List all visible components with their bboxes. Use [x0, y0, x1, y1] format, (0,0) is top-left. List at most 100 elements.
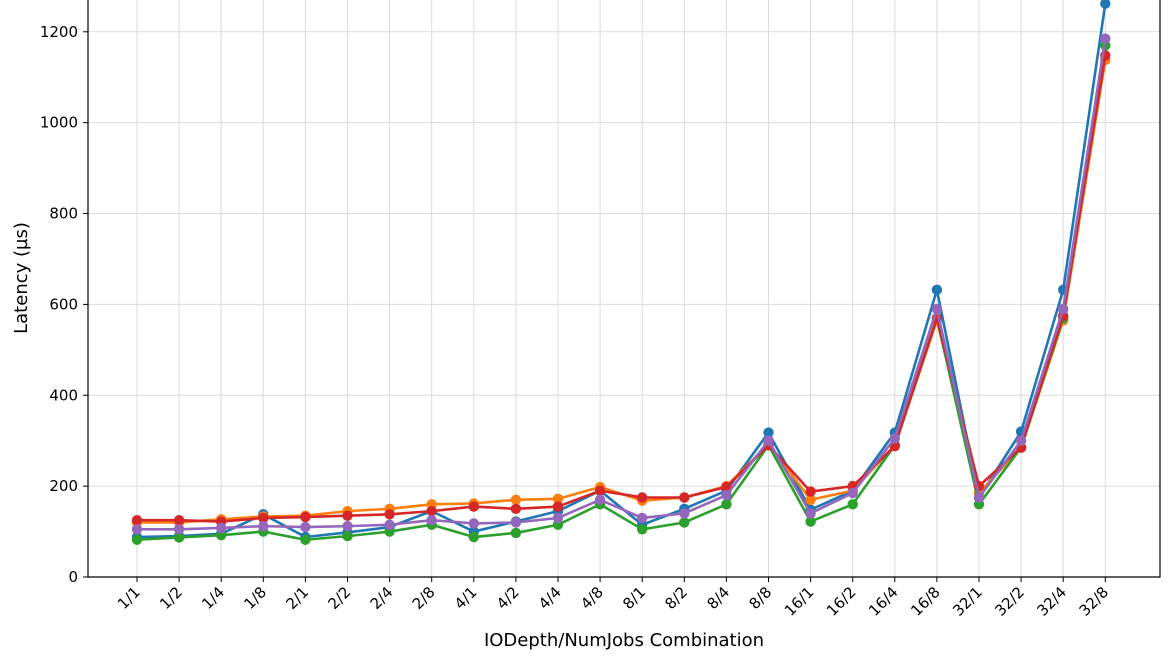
data-point: [216, 522, 227, 534]
data-point: [637, 512, 648, 524]
x-tick-label: 1/1: [114, 583, 144, 613]
x-tick-label: 8/4: [703, 583, 733, 613]
x-tick-label: 32/1: [949, 583, 986, 620]
data-point: [510, 494, 522, 505]
x-tick-label: 8/1: [619, 583, 649, 613]
data-point: [173, 524, 185, 535]
data-point: [763, 427, 774, 438]
data-point: [552, 501, 564, 512]
data-point: [342, 510, 353, 521]
axes: [83, 0, 1161, 582]
x-tick-label: 4/1: [451, 583, 481, 613]
data-point: [468, 518, 479, 529]
data-point: [1100, 33, 1111, 44]
data-point: [637, 492, 648, 503]
data-point: [679, 517, 690, 528]
y-tick-label: 800: [49, 205, 78, 223]
data-point: [468, 501, 479, 512]
data-point: [258, 512, 269, 524]
data-point: [805, 516, 816, 527]
x-tick-label: 2/1: [282, 583, 312, 613]
data-point: [173, 515, 185, 526]
data-point: [173, 532, 185, 543]
data-point: [1058, 303, 1069, 315]
x-tick-label: 32/2: [991, 583, 1028, 620]
series-4: [131, 50, 1111, 527]
x-tick-label: 1/4: [198, 583, 228, 613]
data-point: [594, 485, 606, 496]
series-2: [131, 54, 1111, 528]
x-tick-label: 4/2: [493, 583, 523, 613]
data-point: [721, 490, 732, 501]
data-point: [384, 509, 395, 520]
x-axis-title: IODepth/NumJobs Combination: [484, 630, 764, 651]
data-point: [805, 508, 816, 519]
data-point: [721, 499, 732, 510]
data-point: [973, 492, 985, 503]
series-line: [136, 45, 1107, 542]
data-point: [258, 520, 269, 532]
series-3: [131, 40, 1111, 545]
y-tick-label: 600: [49, 295, 78, 313]
series-line: [137, 59, 1107, 524]
data-point: [131, 515, 143, 526]
tick-labels: 1/1 1/2 1/4 1/8 2/1 2/2 2/4 2/8 4/1 4/2 4/4 4/8 8/1 8…: [40, 23, 1112, 620]
series-layer: [131, 0, 1111, 545]
series-line: [137, 55, 1107, 523]
data-point: [679, 492, 690, 503]
data-point: [510, 517, 522, 528]
data-point: [216, 530, 227, 541]
data-point: [426, 515, 437, 526]
grid: [88, 0, 1160, 578]
x-tick-label: 16/2: [823, 583, 860, 620]
data-point: [1100, 0, 1111, 9]
data-point: [594, 494, 606, 505]
x-tick-label: 8/2: [661, 583, 691, 613]
data-point: [805, 486, 816, 497]
x-tick-label: 32/8: [1076, 583, 1113, 620]
x-tick-label: 4/4: [535, 583, 565, 613]
data-point: [552, 493, 564, 505]
data-point: [510, 503, 522, 515]
data-point: [342, 520, 353, 532]
plot-frame: [87, 0, 1161, 578]
series-line: [137, 38, 1107, 531]
series-line: [136, 3, 1107, 539]
data-point: [1015, 435, 1027, 446]
data-point: [931, 284, 943, 296]
x-tick-label: 1/2: [156, 583, 186, 613]
x-tick-label: 32/4: [1033, 583, 1070, 620]
data-point: [889, 433, 900, 444]
data-point: [300, 511, 311, 523]
data-point: [931, 303, 943, 315]
data-point: [679, 508, 690, 519]
x-tick-label: 4/8: [577, 583, 607, 613]
y-axis-title: Latency (µs): [11, 222, 32, 334]
y-tick-label: 0: [68, 568, 78, 586]
data-point: [426, 505, 437, 517]
y-tick-label: 1000: [40, 114, 78, 132]
x-tick-label: 16/4: [865, 583, 902, 620]
data-point: [131, 524, 143, 535]
data-point: [468, 531, 479, 543]
data-point: [510, 527, 522, 539]
y-tick-label: 1200: [40, 23, 78, 41]
data-point: [300, 521, 311, 533]
data-point: [763, 435, 774, 446]
data-point: [342, 530, 353, 542]
data-point: [721, 481, 732, 493]
x-tick-label: 16/8: [907, 583, 944, 620]
x-tick-label: 16/1: [781, 583, 818, 620]
y-tick-label: 400: [49, 386, 78, 404]
series-1: [131, 0, 1111, 543]
data-point: [300, 534, 311, 545]
data-point: [847, 499, 858, 510]
data-point: [805, 494, 816, 505]
y-tick-label: 200: [49, 477, 78, 495]
series-5: [131, 33, 1111, 535]
x-tick-label: 1/8: [240, 583, 270, 613]
x-tick-label: 2/8: [409, 583, 439, 613]
x-tick-label: 2/4: [367, 583, 397, 613]
